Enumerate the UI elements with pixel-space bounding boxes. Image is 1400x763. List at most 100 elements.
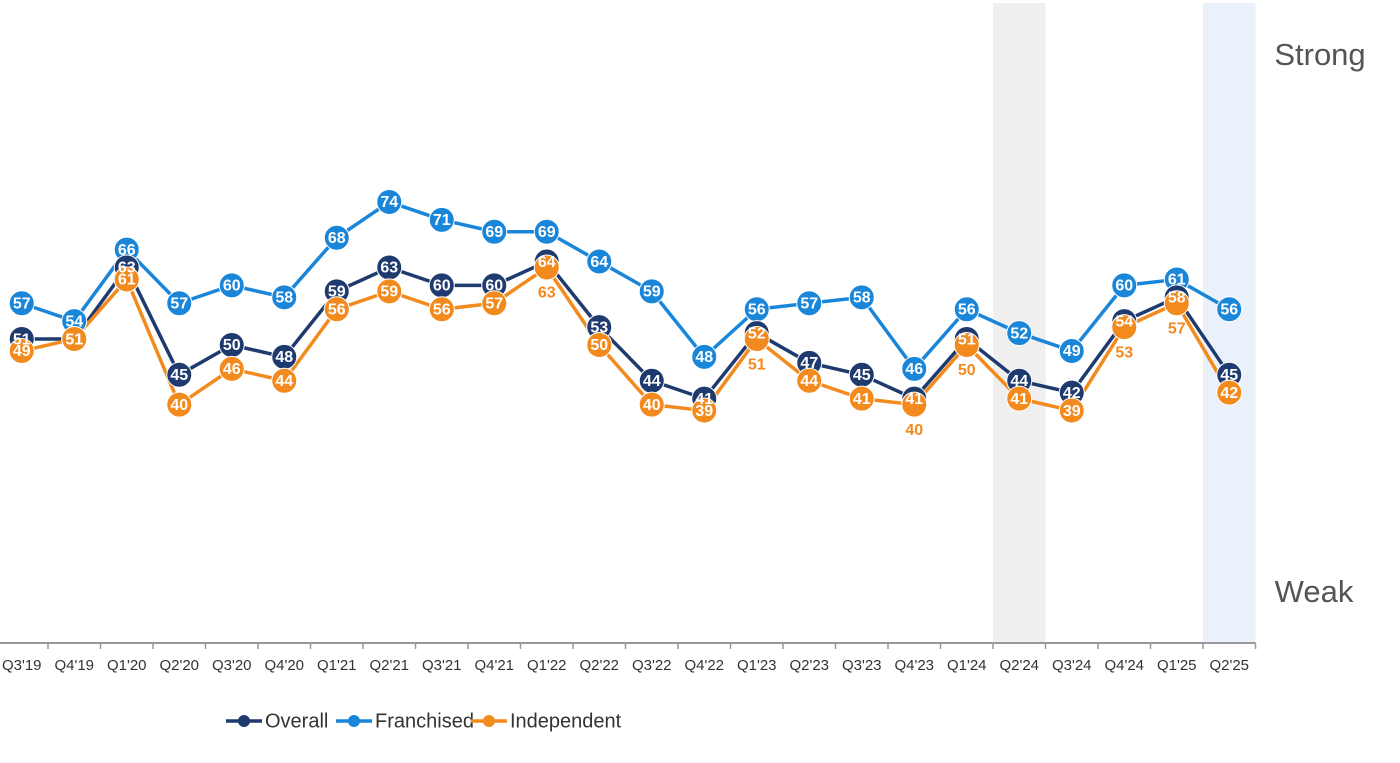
data-label: 63 (538, 285, 556, 302)
data-label: 45 (170, 367, 188, 384)
x-tick-label: Q2'25 (1209, 657, 1249, 674)
marker (1006, 320, 1033, 347)
data-label: 58 (853, 290, 871, 307)
x-tick-label: Q1'25 (1157, 657, 1197, 674)
x-tick-label: Q4'20 (264, 657, 304, 674)
data-label: 50 (958, 362, 976, 379)
marker (1163, 290, 1190, 317)
legend-marker (348, 715, 360, 727)
data-label: 45 (853, 367, 871, 384)
data-label: 56 (1220, 301, 1238, 318)
x-tick-label: Q3'20 (212, 657, 252, 674)
marker (953, 332, 980, 358)
data-label: 44 (1010, 373, 1028, 390)
marker (8, 337, 35, 364)
series-line (21, 200, 1231, 371)
data-label: 47 (800, 355, 818, 372)
data-label: 63 (118, 260, 136, 277)
x-tick-label: Q3'22 (632, 657, 672, 674)
data-label: 54 (65, 313, 83, 330)
data-label: 58 (275, 290, 293, 307)
data-label: 69 (538, 224, 556, 241)
data-label: 57 (1168, 320, 1186, 337)
data-label: 61 (118, 272, 136, 289)
marker (1111, 314, 1138, 341)
x-tick-label: Q2'23 (789, 657, 829, 674)
data-label: 53 (590, 319, 608, 336)
data-label: 45 (1220, 367, 1238, 384)
data-label: 60 (485, 278, 503, 295)
data-label: 44 (275, 373, 293, 390)
data-label: 59 (328, 284, 346, 301)
data-label: 49 (13, 343, 31, 360)
marker (796, 290, 823, 317)
data-label: 63 (380, 260, 398, 277)
weak-label: Weak (1275, 574, 1354, 609)
marker (796, 367, 823, 394)
legend-marker (238, 715, 250, 727)
background (993, 3, 1256, 643)
marker (166, 391, 193, 418)
marker (1216, 296, 1243, 323)
marker (586, 248, 613, 275)
marker (953, 296, 980, 323)
marker (376, 278, 403, 305)
marker (1058, 397, 1085, 424)
x-tick-label: Q2'21 (369, 657, 409, 674)
legend-item: Independent (471, 710, 622, 732)
data-label: 59 (380, 284, 398, 301)
data-label: 68 (328, 230, 346, 247)
legend-item: Franchised (336, 710, 474, 732)
data-label: 60 (433, 278, 451, 295)
data-label: 57 (170, 295, 188, 312)
data-label: 66 (118, 242, 136, 259)
data-label: 40 (905, 422, 923, 439)
x-tick-label: Q4'22 (684, 657, 724, 674)
x-tick-label: Q3'19 (2, 657, 42, 674)
x-tick-label: Q3'21 (422, 657, 462, 674)
series-line (21, 259, 1231, 401)
x-tick-label: Q1'22 (527, 657, 567, 674)
x-tick-label: Q3'24 (1052, 657, 1092, 674)
marker (481, 290, 508, 317)
marker (848, 284, 875, 311)
data-label: 51 (748, 356, 766, 373)
marker (271, 284, 298, 311)
data-label: 49 (1063, 343, 1081, 360)
x-tick-label: Q2'20 (159, 657, 199, 674)
data-label: 58 (1168, 290, 1186, 307)
marker (848, 385, 875, 412)
data-label: 71 (433, 212, 451, 229)
legend-label: Independent (510, 710, 622, 732)
marker (481, 218, 508, 245)
data-label: 46 (905, 361, 923, 378)
data-label: 56 (958, 301, 976, 318)
x-tick-label: Q1'24 (947, 657, 987, 674)
marker (113, 266, 140, 293)
data-label: 60 (223, 278, 241, 295)
data-label: 39 (695, 403, 713, 420)
marker (61, 326, 88, 353)
data-label: 41 (695, 391, 713, 408)
data-label: 64 (538, 254, 556, 271)
marker (376, 188, 403, 215)
data-label: 42 (1220, 385, 1238, 402)
marker (428, 296, 455, 323)
data-label: 51 (65, 331, 83, 348)
marker (1058, 337, 1085, 364)
marker (1006, 385, 1033, 412)
data-label: 50 (223, 337, 241, 354)
x-tick-label: Q2'24 (999, 657, 1039, 674)
marker (8, 290, 35, 317)
data-label: 41 (853, 391, 871, 408)
data-label: 52 (1010, 325, 1028, 342)
marker (428, 206, 455, 233)
data-label: 57 (800, 295, 818, 312)
legend-marker (483, 715, 495, 727)
data-label: 51 (958, 331, 976, 348)
marker (691, 397, 718, 424)
highlight-band (1203, 3, 1256, 643)
marker (638, 278, 665, 305)
marker (323, 224, 350, 251)
